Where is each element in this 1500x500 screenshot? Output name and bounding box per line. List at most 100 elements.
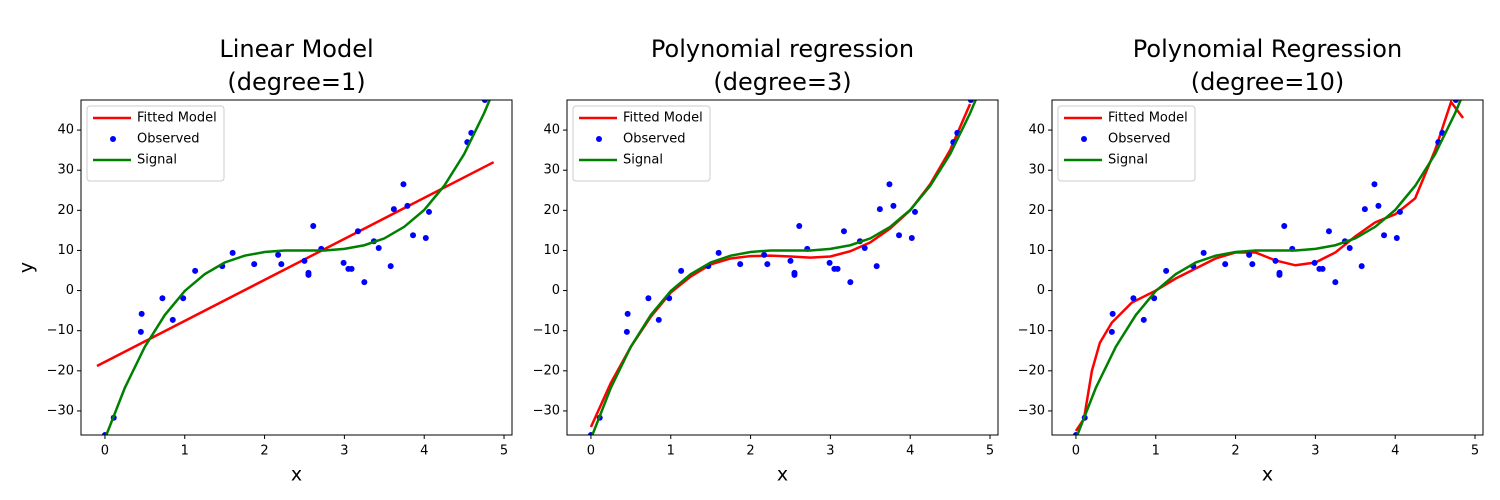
data-point [847,279,854,286]
x-tick-label: 1 [181,444,189,459]
y-tick-label: −10 [1018,323,1045,338]
legend-label: Observed [1108,132,1171,147]
y-tick-label: 40 [1028,123,1045,138]
x-axis-label: x [1262,464,1273,486]
data-point [1108,328,1115,335]
y-tick-label: −20 [533,363,560,378]
x-tick-label: 2 [1231,444,1239,459]
data-point [138,310,145,317]
data-point [305,271,312,278]
chart-title: Polynomial regression [651,35,914,63]
y-tick-label: 20 [57,203,74,218]
data-point [192,267,199,274]
y-tick-label: −10 [533,323,560,338]
legend-label: Signal [137,153,177,168]
data-point [715,249,722,256]
y-tick-label: 40 [57,123,74,138]
data-point [876,206,883,213]
data-point [400,181,407,188]
x-tick-label: 0 [587,444,595,459]
data-point [791,271,798,278]
data-point [1361,206,1368,213]
legend-marker [596,136,602,142]
data-point [908,235,915,242]
data-point [623,328,630,335]
data-point [1371,181,1378,188]
data-point [301,257,308,264]
y-tick-label: 30 [1028,163,1045,178]
data-point [624,310,631,317]
y-tick-label: 40 [543,123,560,138]
legend-marker [110,136,116,142]
y-tick-label: −30 [533,403,560,418]
subplot: Linear Model (degree=1) x y 0 1 2 3 4 5 −30 −20 −10 0… [16,35,513,486]
subplot: Polynomial regression (degree=3) x 0 1 2 3 4 5 −3… [533,35,999,486]
x-tick-label: 5 [500,444,508,459]
data-point [645,295,652,302]
data-point [1396,208,1403,215]
data-point [1281,222,1288,229]
data-point [404,202,411,209]
data-point [1163,267,1170,274]
data-point [886,181,893,188]
chart-title: Linear Model [219,35,373,63]
legend-label: Observed [137,132,200,147]
data-point [275,251,282,258]
data-point [1311,259,1318,266]
legend-label: Fitted Model [623,111,703,126]
chart-title: (degree=1) [227,68,365,96]
y-tick-label: 10 [543,243,560,258]
legend-label: Observed [623,132,686,147]
data-point [1151,295,1158,302]
legend-box [1057,105,1196,182]
data-point [354,228,361,235]
y-tick-label: 0 [552,283,560,298]
chart-title: (degree=10) [1191,68,1344,96]
y-tick-label: 20 [543,203,560,218]
x-tick-label: 2 [260,444,268,459]
x-tick-label: 5 [986,444,994,459]
axes-frame [566,99,999,436]
y-axis-label: y [16,262,38,273]
legend-box [86,105,225,182]
y-tick-label: −10 [47,323,74,338]
data-point [422,235,429,242]
y-tick-label: 20 [1028,203,1045,218]
series-line [105,100,492,435]
data-point [390,206,397,213]
data-point [169,316,176,323]
data-point [1358,263,1365,270]
data-point [159,295,166,302]
legend-label: Signal [1108,153,1148,168]
data-point [873,263,880,270]
data-point [666,295,673,302]
plot-area [587,100,978,435]
x-tick-label: 1 [1152,444,1160,459]
data-point [967,100,974,103]
legend-label: Fitted Model [1108,111,1188,126]
data-point [229,249,236,256]
y-tick-label: −30 [47,403,74,418]
chart-title: Polynomial Regression [1133,35,1402,63]
data-point [911,208,918,215]
data-point [761,251,768,258]
y-tick-label: 10 [57,243,74,258]
legend-label: Fitted Model [137,111,217,126]
y-tick-label: −30 [1018,403,1045,418]
y-tick-label: 0 [66,283,74,298]
plot-area [96,100,495,435]
data-point [361,279,368,286]
x-tick-label: 4 [906,444,914,459]
x-tick-label: 4 [1391,444,1399,459]
x-tick-label: 0 [1072,444,1080,459]
subplot: Polynomial Regression (degree=10) x 0 1 2 3 4 5 −… [1018,35,1484,486]
data-point [1109,310,1116,317]
data-point [1393,235,1400,242]
data-point [348,265,355,272]
data-point [1249,261,1256,268]
y-tick-label: 10 [1028,243,1045,258]
data-point [410,232,417,239]
chart-title: (degree=3) [713,68,851,96]
data-point [251,261,258,268]
